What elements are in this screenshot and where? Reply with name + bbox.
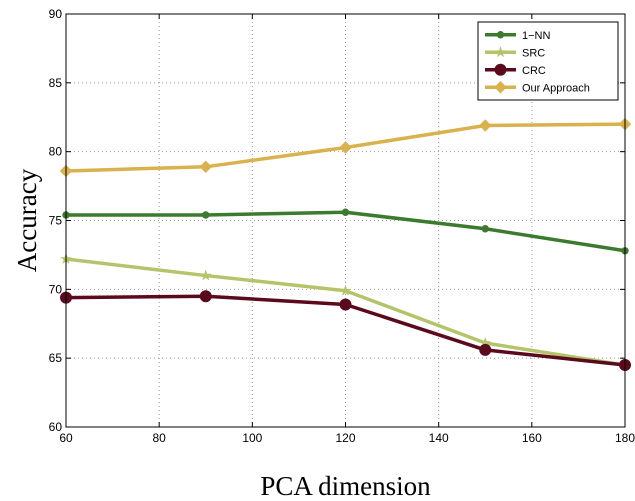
data-point — [200, 269, 212, 281]
y-tick-label: 60 — [49, 420, 63, 434]
y-axis-title: Accuracy — [12, 168, 42, 272]
series-1 — [60, 253, 631, 370]
data-point — [199, 160, 212, 174]
y-tick-label: 85 — [49, 76, 63, 90]
data-point — [202, 211, 210, 219]
legend-item: 1−NN — [485, 30, 550, 42]
y-tick-label: 90 — [49, 7, 63, 21]
x-tick-label: 140 — [429, 431, 449, 445]
data-point — [339, 284, 352, 296]
legend: 1−NN SRC CRC Our Approach — [477, 21, 619, 101]
ticks: 60 80 100 120 140 160 180 60 65 70 75 80 85 90 — [49, 7, 635, 445]
data-point — [339, 298, 352, 311]
y-tick-label: 65 — [49, 351, 63, 365]
legend-swatch-marker — [494, 63, 507, 76]
x-tick-label: 80 — [152, 431, 166, 445]
data-point — [341, 208, 350, 216]
x-tick-label: 160 — [522, 431, 542, 445]
legend-label: Our Approach — [522, 82, 590, 94]
data-point — [339, 141, 352, 154]
data-point — [199, 290, 212, 303]
y-tick-label: 70 — [49, 282, 63, 296]
y-tick-label: 80 — [49, 145, 63, 159]
data-point — [479, 343, 492, 356]
legend-label: CRC — [522, 65, 546, 77]
x-tick-label: 100 — [242, 431, 262, 445]
legend-item: Our Approach — [485, 81, 590, 94]
legend-swatch-marker — [494, 81, 507, 94]
x-tick-label: 120 — [335, 431, 355, 445]
series-layer — [59, 117, 632, 372]
legend-label: 1−NN — [522, 30, 550, 42]
legend-item: SRC — [485, 46, 545, 59]
series-2 — [60, 290, 631, 372]
legend-item: CRC — [485, 63, 546, 77]
x-tick-label: 60 — [59, 431, 73, 445]
legend-swatch-marker — [494, 46, 507, 58]
series-0 — [62, 208, 629, 255]
legend-label: SRC — [522, 47, 545, 59]
series-3 — [59, 117, 632, 178]
x-axis-title: PCA dimension — [260, 471, 431, 501]
legend-swatch-marker — [496, 31, 505, 39]
x-tick-label: 180 — [615, 431, 635, 445]
data-point — [481, 225, 489, 233]
grid — [66, 14, 625, 427]
y-tick-label: 75 — [49, 214, 63, 228]
data-point — [479, 119, 492, 132]
